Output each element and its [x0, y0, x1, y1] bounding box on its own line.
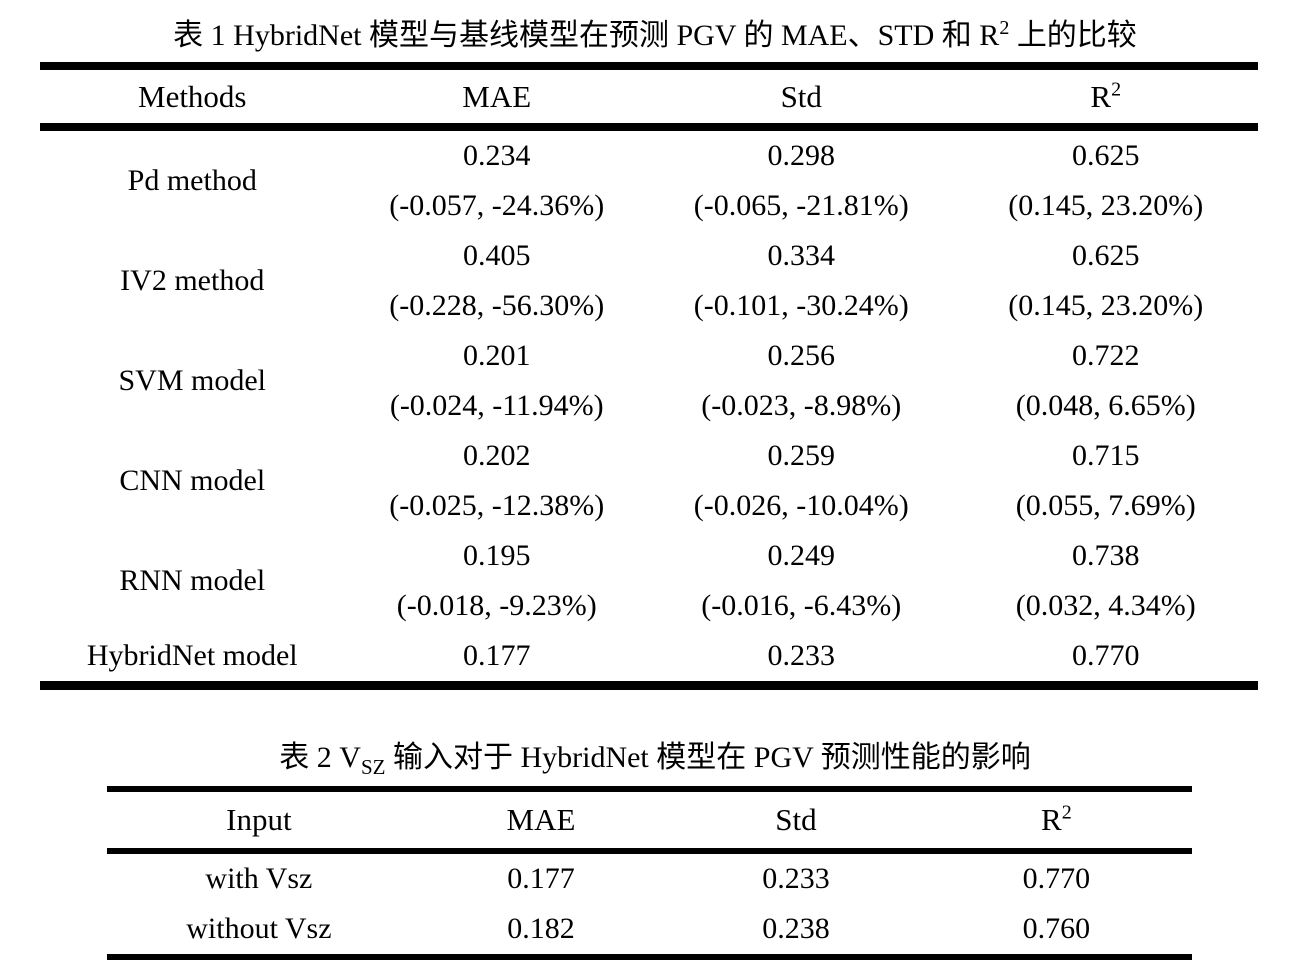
- r2-delta: (0.048, 6.65%): [1015, 389, 1196, 422]
- std-value: 0.249: [767, 539, 836, 572]
- std-delta: (-0.026, -10.04%): [693, 489, 909, 522]
- table-2-caption-text: 表 2 V: [279, 740, 361, 774]
- r2-value: 0.625: [1072, 239, 1140, 272]
- std-cell: 0.259 (-0.026, -10.04%): [649, 431, 954, 531]
- r2-cell: 0.770: [1072, 638, 1140, 672]
- r2-cell: 0.625 (0.145, 23.20%): [954, 127, 1259, 231]
- std-value: 0.256: [767, 339, 836, 372]
- mae-value: 0.405: [463, 239, 531, 272]
- std-cell: 0.298 (-0.065, -21.81%): [649, 127, 954, 231]
- r2-delta: (0.055, 7.69%): [1015, 489, 1196, 522]
- r2-value: 0.715: [1072, 439, 1140, 472]
- mae-cell: 0.405 (-0.228, -56.30%): [345, 231, 650, 331]
- table-1-header-row: Methods MAE Std R2: [40, 66, 1258, 127]
- table-row: RNN model 0.195 (-0.018, -9.23%) 0.249 (…: [40, 531, 1258, 631]
- table-2-header-row: Input MAE Std R2: [107, 789, 1192, 851]
- column-header-input: Input: [226, 801, 292, 837]
- table-1-caption-text-end: 上的比较: [1009, 19, 1137, 52]
- mae-cell: 0.177: [463, 638, 531, 672]
- r2-superscript: 2: [1061, 801, 1072, 824]
- input-cell: with Vsz: [205, 861, 313, 895]
- table-row: with Vsz 0.177 0.233 0.770: [107, 851, 1192, 904]
- r2-base: R: [1090, 78, 1112, 114]
- std-cell: 0.256 (-0.023, -8.98%): [649, 331, 954, 431]
- mae-delta: (-0.024, -11.94%): [389, 389, 604, 422]
- table-2-caption: 表 2 VSZ 输入对于 HybridNet 模型在 PGV 预测性能的影响: [0, 690, 1310, 778]
- table-row: CNN model 0.202 (-0.025, -12.38%) 0.259 …: [40, 431, 1258, 531]
- std-value: 0.334: [767, 239, 836, 272]
- std-value: 0.298: [767, 139, 836, 172]
- table-1-caption: 表 1 HybridNet 模型与基线模型在预测 PGV 的 MAE、STD 和…: [0, 0, 1310, 56]
- method-name-cell: SVM model: [118, 364, 266, 397]
- r2-delta: (0.145, 23.20%): [1008, 289, 1204, 322]
- column-header-mae: MAE: [462, 78, 532, 114]
- std-cell: 0.249 (-0.016, -6.43%): [649, 531, 954, 631]
- mae-delta: (-0.025, -12.38%): [389, 489, 605, 522]
- column-header-mae: MAE: [506, 801, 576, 837]
- r2-cell: 0.738 (0.032, 4.34%): [954, 531, 1259, 631]
- r2-delta: (0.032, 4.34%): [1015, 589, 1196, 622]
- table-row: Pd method 0.234 (-0.057, -24.36%) 0.298 …: [40, 127, 1258, 231]
- method-name-cell: HybridNet model: [86, 638, 298, 672]
- r2-base: R: [1041, 801, 1062, 837]
- mae-cell: 0.195 (-0.018, -9.23%): [345, 531, 650, 631]
- mae-delta: (-0.018, -9.23%): [396, 589, 597, 622]
- r2-value: 0.625: [1072, 139, 1140, 172]
- column-header-std: Std: [780, 78, 822, 114]
- method-name-cell: Pd method: [127, 164, 257, 197]
- mae-delta: (-0.057, -24.36%): [389, 189, 605, 222]
- input-cell: without Vsz: [186, 911, 332, 945]
- r2-value: 0.722: [1072, 339, 1140, 372]
- column-header-r2: R2: [921, 789, 1192, 851]
- r2-delta: (0.145, 23.20%): [1008, 189, 1204, 222]
- column-header-methods: Methods: [138, 78, 247, 114]
- mae-value: 0.202: [463, 439, 531, 472]
- table-2-caption-subscript: SZ: [360, 754, 386, 779]
- std-delta: (-0.101, -30.24%): [693, 289, 909, 322]
- std-cell: 0.233: [767, 638, 836, 672]
- table-2: Input MAE Std R2 with Vsz 0.177 0.233 0.…: [107, 785, 1192, 960]
- mae-value: 0.201: [463, 339, 531, 372]
- mae-cell: 0.177: [507, 861, 575, 895]
- table-row: IV2 method 0.405 (-0.228, -56.30%) 0.334…: [40, 231, 1258, 331]
- mae-cell: 0.182: [507, 911, 575, 945]
- r2-cell: 0.722 (0.048, 6.65%): [954, 331, 1259, 431]
- table-1: Methods MAE Std R2 Pd method 0.234 (-0.0…: [40, 62, 1258, 690]
- mae-cell: 0.202 (-0.025, -12.38%): [345, 431, 650, 531]
- column-header-std: Std: [775, 801, 817, 837]
- std-cell: 0.334 (-0.101, -30.24%): [649, 231, 954, 331]
- std-delta: (-0.016, -6.43%): [701, 589, 902, 622]
- r2-cell: 0.770: [1022, 861, 1091, 895]
- std-delta: (-0.065, -21.81%): [693, 189, 909, 222]
- mae-cell: 0.201 (-0.024, -11.94%): [345, 331, 650, 431]
- column-header-r2: R2: [954, 66, 1259, 127]
- method-name-cell: RNN model: [119, 564, 266, 597]
- mae-value: 0.195: [463, 539, 531, 572]
- std-cell: 0.238: [762, 911, 830, 945]
- mae-delta: (-0.228, -56.30%): [389, 289, 605, 322]
- table-1-caption-superscript: 2: [999, 17, 1010, 39]
- mae-value: 0.234: [463, 139, 531, 172]
- std-cell: 0.233: [762, 861, 830, 895]
- table-row: without Vsz 0.182 0.238 0.760: [107, 904, 1192, 957]
- table-row: SVM model 0.201 (-0.024, -11.94%) 0.256 …: [40, 331, 1258, 431]
- r2-cell: 0.760: [1022, 911, 1091, 945]
- std-value: 0.259: [767, 439, 836, 472]
- r2-superscript: 2: [1111, 78, 1122, 101]
- std-delta: (-0.023, -8.98%): [701, 389, 902, 422]
- table-2-caption-text-end: 输入对于 HybridNet 模型在 PGV 预测性能的影响: [385, 740, 1031, 774]
- table-row: HybridNet model 0.177 0.233 0.770: [40, 631, 1258, 685]
- method-name-cell: CNN model: [119, 464, 266, 497]
- table-1-caption-text: 表 1 HybridNet 模型与基线模型在预测 PGV 的 MAE、STD 和…: [173, 19, 1000, 52]
- mae-cell: 0.234 (-0.057, -24.36%): [345, 127, 650, 231]
- method-name-cell: IV2 method: [120, 264, 265, 297]
- r2-cell: 0.715 (0.055, 7.69%): [954, 431, 1259, 531]
- r2-cell: 0.625 (0.145, 23.20%): [954, 231, 1259, 331]
- r2-value: 0.738: [1072, 539, 1140, 572]
